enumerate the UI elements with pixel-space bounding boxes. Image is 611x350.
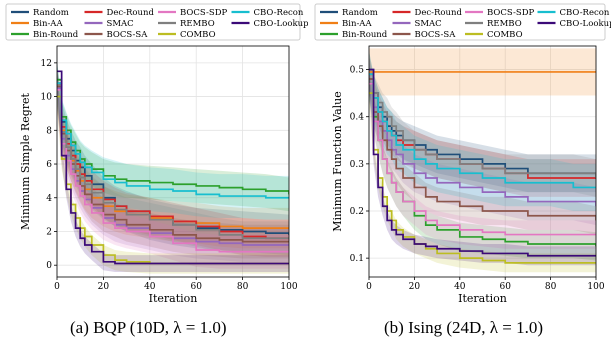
x-tick-label: 0 [54,282,60,292]
series-group [57,59,289,274]
legend-label-bin-round: Bin-Round [342,30,388,40]
x-tick-label: 100 [587,282,604,292]
line-smac [369,78,596,207]
x-tick-label: 40 [144,282,156,292]
line-cbo-lookup [57,70,289,265]
x-tick-label: 100 [280,282,297,292]
legend-label-bocs-sa: BOCS-SA [107,30,149,40]
legend-label-cbo-lookup: CBO-Lookup [560,19,611,29]
x-tick-label: 80 [545,282,557,292]
legend-label-random: Random [33,8,69,18]
y-tick-label: 0.1 [350,254,364,264]
line-bocs-sdp [369,82,596,236]
plot-area: 0 20 40 60 80 100 0.1 0.2 0.3 0.4 0.5 Iteration Mini… [331,45,605,305]
band-combo [57,86,289,274]
y-tick-label: 4 [46,194,52,204]
y-tick-label: 12 [41,59,52,69]
legend: RandomBin-AABin-RoundDec-RoundSMACBOCS-S… [5,3,309,41]
y-tick-label: 0.5 [350,66,365,76]
band-bin-round [57,62,289,212]
legend: RandomBin-AABin-RoundDec-RoundSMACBOCS-S… [314,3,611,41]
caption-bqp: (a) BQP (10D, λ = 1.0) [70,318,227,337]
y-tick-label: 6 [46,160,52,170]
legend-label-cbo-lookup: CBO-Lookup [254,19,309,29]
legend-label-smac: SMAC [107,19,134,29]
line-bocs-sdp [57,88,289,253]
legend-label-bocs-sa: BOCS-SA [415,30,457,40]
legend-label-dec-round: Dec-Round [415,8,463,18]
band-cbo-recon [369,50,596,211]
legend-label-random: Random [342,8,378,18]
line-cbo-recon [369,73,596,189]
plot-area: 0 20 40 60 80 100 0 2 4 6 8 10 12 Iteration Minimum Si… [19,45,298,305]
y-tick-label: 0.3 [350,160,365,170]
band-bocs-sdp [369,69,596,249]
y-tick-label: 8 [46,126,52,136]
axes-frame [368,45,597,278]
legend-label-bin-aa: Bin-AA [342,19,372,29]
y-tick-label: 2 [46,227,52,237]
panel-ising: Random Bin-AA Bin-Round Dec-Round SMAC BOCS-S… [309,0,611,350]
y-axis-label: Minimum Simple Regret [19,92,32,229]
axes-frame [56,45,290,278]
y-tick-label: 0 [46,261,52,271]
y-tick-label: 0.4 [350,113,365,123]
x-tick-label: 20 [409,282,421,292]
y-tick-label: 0.2 [350,207,364,217]
legend-label-rembo: REMBO [180,19,215,29]
y-tick-label: 10 [41,93,53,103]
x-tick-label: 0 [366,282,372,292]
legend-label-bocs-sdp: BOCS-SDP [487,8,535,18]
x-axis-label: Iteration [458,292,507,305]
line-rembo [57,83,289,240]
panel-bqp: Random Bin-AA Bin-Round Dec-Round SMAC BOCS-S… [5,3,309,337]
line-rembo [369,73,596,178]
x-axis-label: Iteration [149,292,198,305]
caption-ising: (b) Ising (24D, λ = 1.0) [384,318,544,337]
line-bocs-sa [369,78,596,221]
y-axis-label: Minimum Function Value [331,91,344,232]
legend-frame [5,3,301,41]
x-tick-label: 20 [98,282,110,292]
chart-bqp: RandomBin-AABin-RoundDec-RoundSMACBOCS-S… [5,3,309,305]
line-cbo-recon [57,82,289,199]
line-combo [369,92,596,264]
x-tick-label: 60 [499,282,511,292]
line-cbo-lookup [369,68,596,257]
legend-label-bocs-sdp: BOCS-SDP [180,8,228,18]
legend-label-bin-round: Bin-Round [33,30,79,40]
legend-label-bin-aa: Bin-AA [33,19,63,29]
legend-frame [314,3,606,41]
series-group [369,48,596,273]
legend-label-cbo-recon: CBO-Recon [254,8,304,18]
legend-label-combo: COMBO [487,30,523,40]
legend-label-rembo: REMBO [487,19,522,29]
x-tick-label: 60 [190,282,202,292]
x-tick-label: 40 [454,282,466,292]
band-random [369,50,596,193]
legend-label-combo: COMBO [180,30,216,40]
legend-label-dec-round: Dec-Round [107,8,155,18]
x-tick-label: 80 [237,282,249,292]
legend-label-smac: SMAC [415,19,442,29]
chart-ising: RandomBin-AABin-RoundDec-RoundSMACBOCS-S… [314,3,611,305]
legend-label-cbo-recon: CBO-Recon [560,8,610,18]
band-smac [369,60,596,226]
